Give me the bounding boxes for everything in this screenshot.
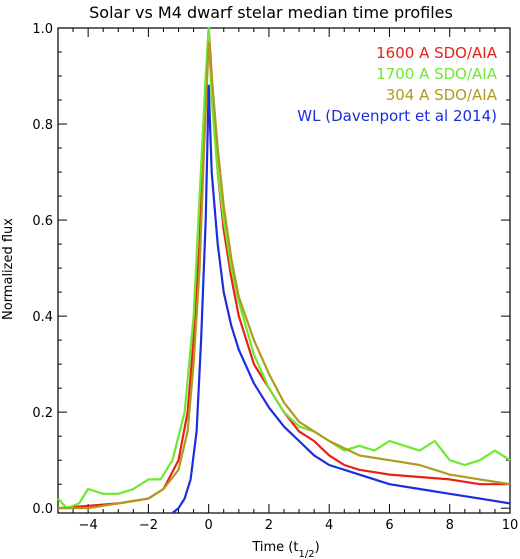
- y-tick-label: 0.0: [32, 502, 53, 517]
- y-tick-label: 0.6: [32, 214, 53, 229]
- legend: 1600 A SDO/AIA 1700 A SDO/AIA 304 A SDO/AI…: [297, 44, 497, 125]
- series-line-4: [171, 84, 511, 514]
- x-tick-label: −2: [139, 518, 158, 533]
- x-tick-label: 0: [205, 518, 213, 533]
- series-group: [57, 26, 511, 514]
- y-tick-label: 0.8: [32, 118, 53, 133]
- x-tick-label: 4: [325, 518, 333, 533]
- legend-entry-3: 304 A SDO/AIA: [386, 86, 498, 104]
- x-tick-label: 8: [446, 518, 454, 533]
- legend-entry-4: WL (Davenport et al 2014): [297, 107, 497, 125]
- y-tick-label: 0.2: [32, 406, 53, 421]
- y-tick-label: 1.0: [32, 22, 53, 37]
- y-tick-label: 0.4: [32, 310, 53, 325]
- x-tick-label: −4: [79, 518, 98, 533]
- x-axis-label: Time (t1/2): [251, 540, 319, 559]
- x-tick-label: 10: [502, 518, 519, 533]
- series-line-3: [58, 41, 511, 510]
- legend-entry-2: 1700 A SDO/AIA: [376, 65, 498, 83]
- x-tick-label: 2: [265, 518, 273, 533]
- legend-entry-1: 1600 A SDO/AIA: [376, 44, 498, 62]
- series-line-2: [57, 26, 511, 510]
- series-line-1: [57, 26, 510, 510]
- ticks: −4 −2 0 2 4 6 8 10 0.0 0.2 0.4 0.6 0.8 1.0: [32, 22, 518, 533]
- x-tick-label: 6: [385, 518, 393, 533]
- chart-title: Solar vs M4 dwarf stelar median time pro…: [89, 3, 453, 22]
- y-axis-label: Normalized flux: [1, 218, 16, 320]
